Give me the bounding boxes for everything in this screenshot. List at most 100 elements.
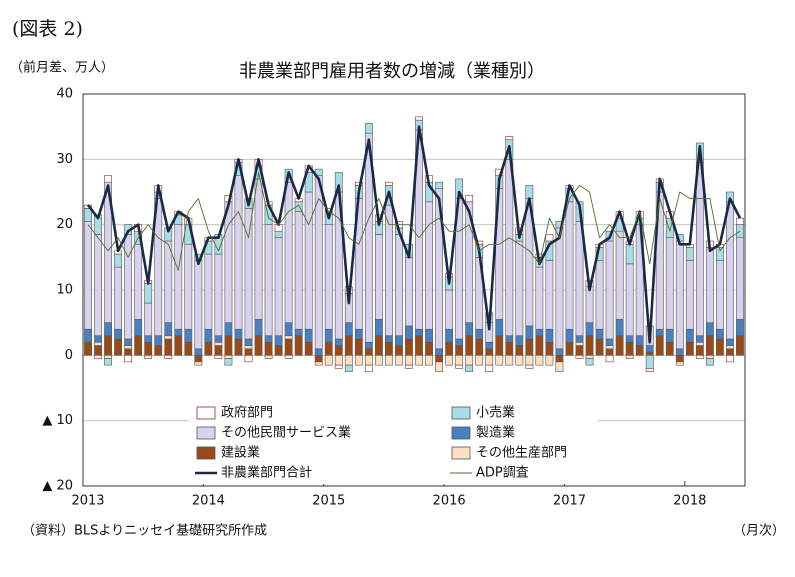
bar-segment — [234, 175, 243, 330]
bar-segment — [144, 283, 153, 304]
legend-box — [188, 402, 598, 484]
bar-segment — [395, 345, 403, 356]
bar-segment — [585, 355, 594, 359]
bar-segment — [575, 345, 584, 356]
bar-segment — [455, 338, 464, 346]
bar-segment — [374, 335, 383, 356]
bar-segment — [625, 243, 634, 265]
bar-segment — [475, 328, 484, 340]
bar-segment — [405, 338, 413, 356]
bar-segment — [705, 322, 714, 337]
bar-segment — [505, 355, 514, 366]
bar-segment — [625, 355, 634, 359]
bar-segment — [344, 322, 353, 337]
bar-segment — [94, 341, 102, 346]
bar-segment — [184, 328, 193, 343]
bar-segment — [184, 341, 193, 356]
bar-segment — [194, 355, 203, 363]
bar-segment — [425, 328, 433, 343]
bar-segment — [625, 335, 634, 343]
bar-segment — [264, 224, 273, 337]
bar-segment — [415, 116, 423, 121]
bar-segment — [716, 338, 724, 356]
bar-segment — [184, 243, 193, 330]
bar-segment — [545, 328, 554, 343]
bar-segment — [455, 364, 464, 369]
bar-segment — [174, 224, 183, 330]
bar-segment — [545, 260, 554, 330]
bar-segment — [284, 338, 293, 356]
bar-segment — [595, 260, 604, 330]
bar-segment — [595, 338, 604, 356]
bar-segment — [274, 237, 283, 337]
bar-segment — [124, 345, 133, 350]
y-tick-label: 20 — [56, 217, 73, 232]
bar-segment — [675, 355, 684, 363]
legend-swatch — [451, 426, 471, 440]
bar-segment — [605, 345, 614, 350]
bar-segment — [395, 335, 403, 346]
bar-segment — [84, 341, 92, 356]
bar-segment — [244, 348, 253, 356]
bar-segment — [395, 355, 403, 366]
bar-segment — [736, 237, 744, 320]
bar-segment — [385, 181, 393, 186]
bar-segment — [334, 338, 343, 346]
figure-number: (図表 2) — [12, 18, 83, 40]
bar-segment — [334, 364, 343, 369]
bar-segment — [545, 355, 554, 366]
bar-segment — [675, 361, 684, 366]
bar-segment — [154, 345, 163, 356]
bar-segment — [214, 345, 223, 356]
bar-segment — [675, 240, 684, 350]
bar-segment — [585, 322, 594, 337]
bar-segment — [595, 328, 604, 340]
bar-segment — [124, 338, 133, 346]
bar-segment — [254, 178, 263, 320]
bar-segment — [726, 348, 734, 356]
bar-segment — [124, 234, 133, 340]
bar-segment — [716, 260, 724, 330]
bar-segment — [736, 319, 744, 337]
bar-segment — [134, 335, 143, 356]
bar-segment — [164, 322, 173, 337]
bar-segment — [525, 185, 534, 199]
bar-segment — [555, 355, 564, 363]
bar-segment — [685, 260, 694, 330]
bar-segment — [334, 345, 343, 356]
bar-segment — [726, 345, 734, 350]
bar-segment — [465, 322, 474, 337]
bar-segment — [525, 364, 534, 369]
bar-segment — [234, 338, 243, 356]
bar-segment — [665, 341, 674, 356]
bar-segment — [324, 355, 333, 366]
bar-segment — [385, 341, 393, 356]
legend-label: 建設業 — [221, 445, 260, 461]
bar-segment — [104, 358, 112, 366]
bar-segment — [224, 335, 233, 356]
bar-segment — [324, 224, 333, 330]
legend-swatch — [451, 406, 471, 420]
bar-segment — [555, 348, 564, 356]
bar-segment — [294, 335, 303, 356]
bar-segment — [485, 348, 494, 356]
legend-label: その他生産部門 — [476, 445, 567, 461]
bar-segment — [114, 253, 123, 268]
bar-segment — [94, 234, 102, 337]
bar-segment — [695, 162, 704, 337]
bar-segment — [475, 338, 484, 356]
bar-segment — [575, 341, 584, 346]
bar-segment — [244, 338, 253, 346]
bar-segment — [124, 355, 133, 363]
y-tick-label: ▲ 20 — [42, 479, 73, 494]
bar-segment — [364, 348, 373, 356]
bar-segment — [304, 341, 313, 356]
bar-segment — [605, 240, 614, 340]
bar-segment — [104, 322, 112, 337]
bar-segment — [405, 325, 413, 340]
bar-segment — [655, 335, 664, 356]
bar-segment — [635, 335, 644, 346]
bar-segment — [124, 348, 133, 356]
bar-segment — [555, 227, 564, 350]
legend-label: その他民間サービス業 — [221, 425, 351, 441]
